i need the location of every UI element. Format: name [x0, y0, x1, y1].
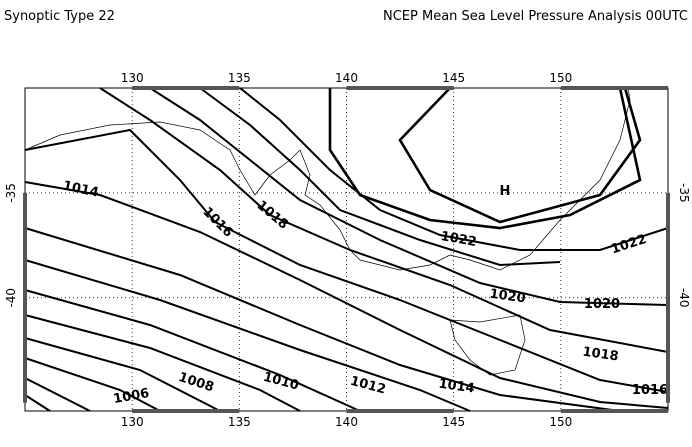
lon-label: 135	[228, 415, 251, 429]
high-label: H	[500, 184, 511, 199]
lon-label: 140	[335, 71, 358, 85]
left-title: Synoptic Type 22	[4, 9, 115, 24]
lon-label: 140	[335, 415, 358, 429]
lon-label: 135	[228, 71, 251, 85]
lat-label: -35	[4, 183, 18, 203]
lon-label: 130	[121, 415, 144, 429]
lon-label: 150	[549, 415, 572, 429]
contour-label: 1022	[609, 232, 648, 257]
lat-label: -35	[677, 183, 691, 203]
contour-label: 1016	[632, 383, 668, 398]
contour-label: 1010	[261, 370, 300, 394]
contours	[24, 87, 669, 412]
contour-label: 1006	[112, 386, 150, 407]
coastline	[24, 87, 631, 376]
contour-label: 1018	[254, 198, 291, 233]
lon-label: 150	[549, 71, 572, 85]
lat-label: -40	[4, 288, 18, 308]
lon-label: 130	[121, 71, 144, 85]
contour-label: 1018	[582, 345, 620, 365]
lat-label: -40	[677, 288, 691, 308]
contour-label: 1014	[61, 178, 100, 200]
contour-label: 1022	[439, 229, 477, 250]
contour-label: 1020	[584, 297, 620, 312]
contour-label: 1020	[489, 287, 527, 307]
lon-label: 145	[442, 415, 465, 429]
contour-label: 1014	[438, 377, 476, 397]
right-title: NCEP Mean Sea Level Pressure Analysis 00…	[383, 9, 688, 24]
lon-label: 145	[442, 71, 465, 85]
